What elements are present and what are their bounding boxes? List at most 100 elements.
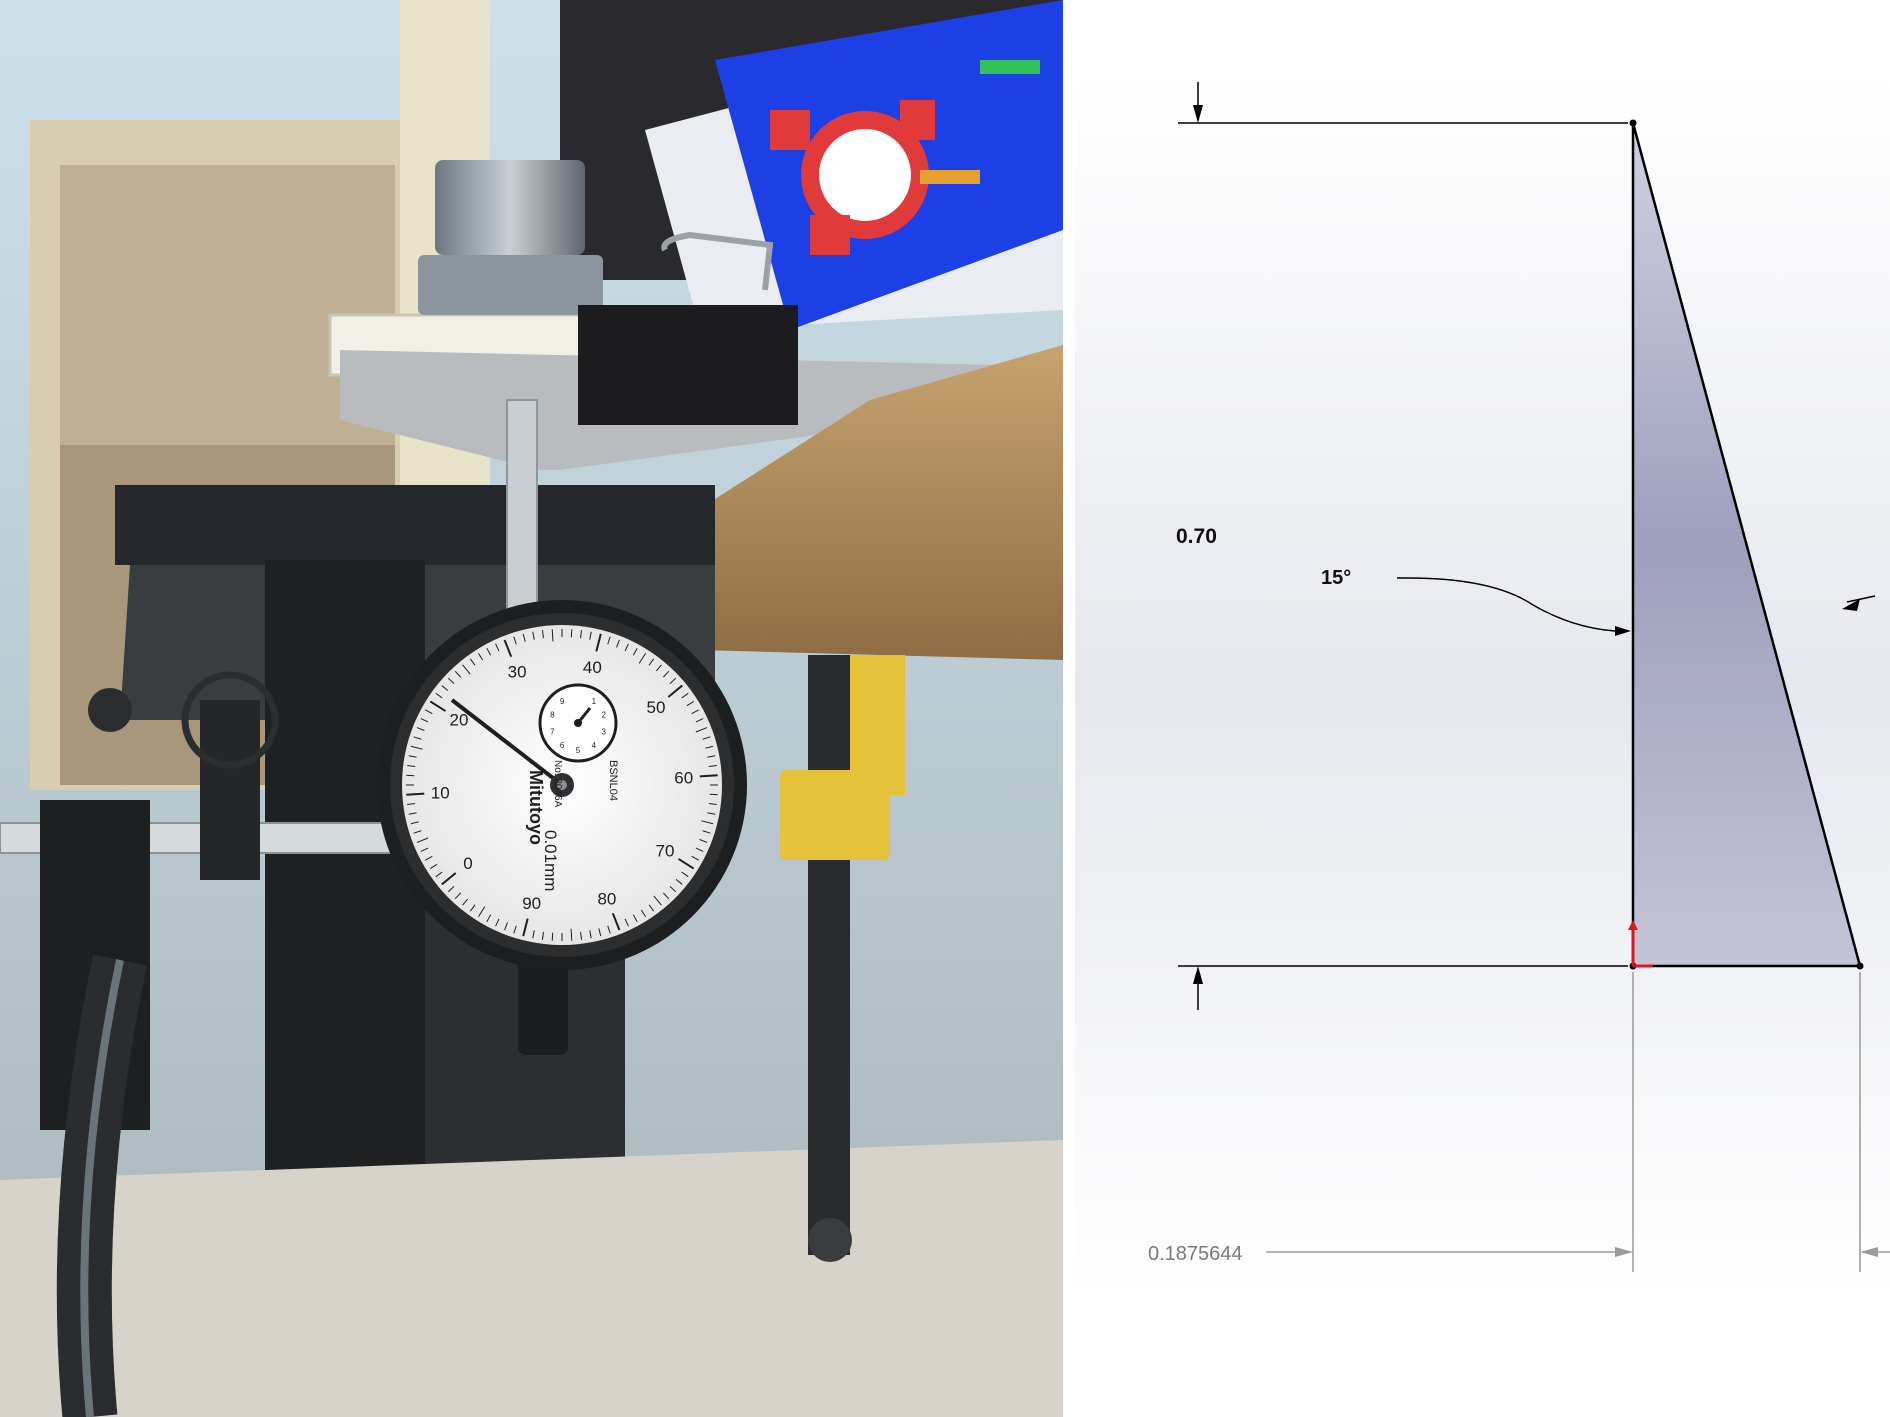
- gauge-tick: [407, 803, 416, 806]
- gauge-tick: [420, 847, 429, 852]
- c-clamp: [780, 655, 905, 1262]
- gauge-tick: [570, 928, 573, 941]
- gauge-tick: [425, 709, 433, 715]
- gauge-tick: [504, 922, 508, 931]
- gauge-tick: [702, 830, 711, 834]
- gauge-counter-label: 3: [601, 727, 606, 736]
- gauge-tick: [702, 736, 711, 740]
- gauge-tick: [513, 636, 517, 645]
- gauge-tick: [707, 755, 716, 758]
- gauge-brand: Mitutoyo: [526, 770, 546, 845]
- gauge-tick: [595, 633, 602, 652]
- gauge-tick: [551, 629, 554, 642]
- gauge-tick: [695, 847, 704, 852]
- gauge-tick: [413, 830, 422, 834]
- gauge-tick: [425, 855, 433, 861]
- cad-drawing-panel: 0.70 15° 0.1875644: [1063, 0, 1890, 1417]
- gauge-tick: [695, 727, 708, 733]
- gauge-tick: [607, 636, 611, 645]
- gauge-tick: [416, 727, 425, 731]
- gauge-tick: [655, 664, 662, 672]
- gauge-tick: [420, 718, 429, 723]
- gauge-tick: [486, 648, 492, 656]
- gauge-tick: [503, 639, 513, 658]
- gauge-tick: [648, 904, 655, 912]
- gauge-tick: [441, 685, 449, 692]
- binder-clip: [578, 305, 798, 425]
- gauge-tick: [477, 906, 486, 917]
- gauge-tick: [407, 764, 416, 767]
- gauge-tick: [429, 700, 447, 712]
- gauge-counter-label: 6: [560, 741, 565, 750]
- gauge-tick: [691, 855, 699, 861]
- gauge-tick: [513, 925, 517, 934]
- gauge-stem: [506, 399, 538, 631]
- gauge-tick: [632, 648, 638, 656]
- gauge-tick-label: 80: [597, 889, 616, 908]
- gauge-tick: [495, 918, 500, 927]
- gauge-tick: [551, 932, 554, 941]
- gauge-outer-scale: [406, 629, 718, 941]
- gauge-tick: [462, 898, 469, 906]
- gauge-counter-label: 5: [576, 746, 581, 755]
- gauge-tick: [708, 803, 717, 806]
- gauge-tick: [410, 745, 423, 750]
- gauge-tick: [699, 839, 708, 843]
- gauge-code: BSNL04: [607, 760, 619, 801]
- gauge-counter-label: 4: [592, 741, 597, 750]
- gauge-tick-label: 30: [508, 663, 527, 682]
- gauge-tick: [624, 643, 629, 652]
- gauge-tick: [705, 745, 714, 749]
- gauge-tick: [607, 925, 611, 934]
- gauge-tick: [598, 928, 602, 937]
- angle-arrow-right: [1842, 599, 1860, 611]
- gauge-tick: [406, 774, 415, 777]
- gauge-resolution: 0.01mm: [541, 830, 560, 891]
- gauge-tick-label: 20: [450, 711, 469, 730]
- gauge-tick-label: 60: [674, 768, 693, 787]
- gauge-tick: [454, 670, 462, 678]
- gauge-tick: [408, 755, 417, 758]
- gauge-tick: [632, 914, 638, 922]
- gauge-tick: [589, 930, 592, 939]
- gauge-tick: [701, 820, 714, 825]
- gauge-tick: [477, 653, 484, 661]
- gauge-tick: [677, 858, 695, 870]
- gauge-tick: [447, 885, 455, 893]
- gauge-tick: [454, 892, 462, 900]
- height-arrow-top: [1193, 105, 1203, 123]
- gauge-tick: [447, 677, 455, 685]
- gauge-tick: [435, 871, 443, 878]
- width-dimension: 0.1875644: [1148, 1243, 1243, 1265]
- width-arrow-left: [1615, 1247, 1633, 1257]
- gauge-tick: [416, 837, 429, 843]
- gauge-tick: [522, 918, 529, 937]
- gauge-tick: [681, 871, 689, 878]
- gauge-tick: [430, 863, 438, 870]
- gauge-tick: [708, 764, 717, 767]
- gauge-tick: [691, 709, 699, 715]
- gauge-tick: [495, 643, 500, 652]
- gauge-counter-label: 1: [592, 697, 597, 706]
- photo-illustration: 0 10 20 30 40 50 60 70 80 90 12 34 5 67 89 Mitutoyo N…: [0, 0, 1063, 1417]
- gauge-tick: [640, 909, 647, 917]
- gauge-tick: [648, 658, 655, 666]
- gauge-tick: [699, 774, 718, 778]
- bolt-nut: [435, 160, 585, 255]
- gauge-tick: [686, 700, 694, 707]
- gauge-tick-label: 90: [522, 894, 541, 913]
- gauge-tick: [532, 930, 535, 939]
- gauge-tick: [486, 914, 492, 922]
- gauge-tick: [410, 821, 419, 825]
- gauge-counter-label: 2: [601, 711, 606, 720]
- gauge-tick: [580, 931, 583, 940]
- gauge-tick: [662, 892, 670, 900]
- cad-drawing: 0.70 15° 0.1875644: [1075, 75, 1890, 1300]
- height-arrow-bottom: [1193, 966, 1203, 984]
- gauge-tick: [570, 629, 573, 638]
- gauge-tick: [709, 793, 718, 796]
- gauge-tick: [662, 670, 670, 678]
- gauge-tick: [462, 664, 471, 675]
- gauge-tick: [469, 658, 476, 666]
